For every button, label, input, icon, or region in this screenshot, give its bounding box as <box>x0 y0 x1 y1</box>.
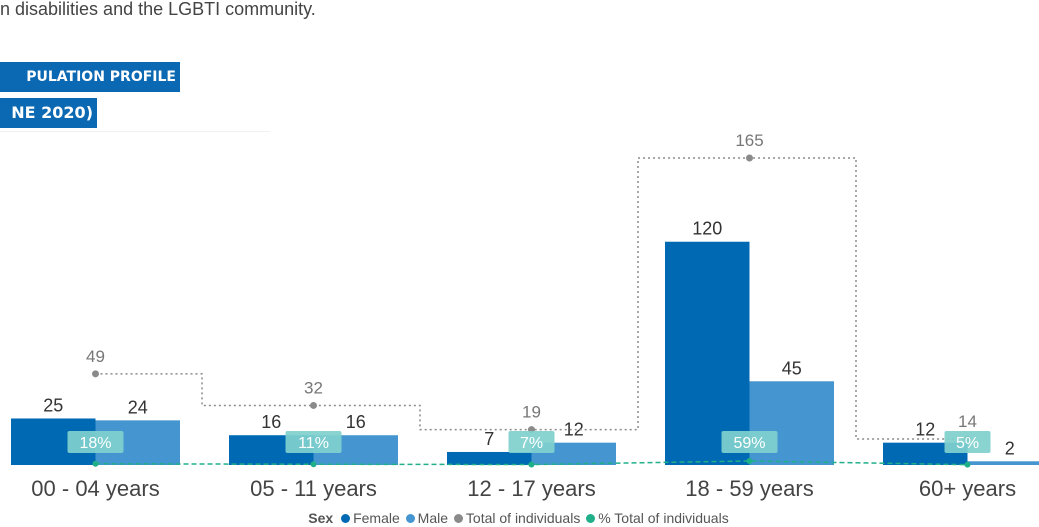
pct-label-bg <box>721 431 778 453</box>
pct-point <box>746 458 753 464</box>
population-profile-chart: 25 24 00 - 04 years 16 16 05 - 11 years 7 12 12 … <box>11 131 1039 501</box>
pct-data-label: 5% <box>956 435 979 452</box>
bar-value-label-female: 120 <box>692 219 722 239</box>
bar-value-label-female: 12 <box>915 420 935 440</box>
bar-value-label-male: 45 <box>782 358 802 378</box>
pct-label-bg <box>508 431 555 453</box>
legend-dot-total <box>453 514 463 523</box>
legend-label-male: Male <box>417 510 449 526</box>
total-value-label: 165 <box>735 131 763 150</box>
legend-label-total: Total of individuals <box>465 510 581 526</box>
x-axis-tick-label: 18 - 59 years <box>685 476 813 501</box>
intro-text: n disabilities and the LGBTI community. <box>0 0 316 19</box>
legend-item-male[interactable]: Male <box>405 510 449 526</box>
bar-value-label-female: 25 <box>43 395 63 415</box>
legend-item-pct-total[interactable]: % Total of individuals <box>586 510 729 526</box>
x-axis-tick-label: 05 - 11 years <box>250 476 377 501</box>
pct-point <box>964 461 971 468</box>
pct-data-label: 59% <box>733 435 765 452</box>
legend-label-pct-total: % Total of individuals <box>598 510 729 526</box>
pct-data-label: 18% <box>79 435 111 452</box>
total-value-label: 19 <box>522 403 541 422</box>
bar-value-label-female: 7 <box>484 429 494 449</box>
pct-point <box>92 460 99 467</box>
bar-value-label-male: 2 <box>1005 438 1015 458</box>
ribbon-divider <box>0 131 270 132</box>
pct-label-bg <box>285 431 342 453</box>
pct-point <box>528 461 535 468</box>
x-axis-tick-label: 60+ years <box>919 476 1016 501</box>
section-title-ribbon: PULATION PROFILE <box>0 62 180 92</box>
pct-label-bg <box>67 431 124 453</box>
bar-value-label-female: 16 <box>261 412 281 432</box>
bar-value-label-male: 24 <box>128 397 148 417</box>
bar-female <box>447 451 532 465</box>
total-point <box>746 154 753 162</box>
total-individuals-line <box>95 157 968 440</box>
bar-female <box>665 241 750 465</box>
total-value-label: 49 <box>86 347 105 366</box>
total-point <box>92 370 99 378</box>
pct-point <box>310 461 317 468</box>
legend-dot-pct-total <box>586 514 596 523</box>
chart-legend: Sex Female Male Total of individuals % T… <box>0 509 1039 527</box>
total-point <box>310 401 317 409</box>
x-axis-tick-label: 00 - 04 years <box>31 476 159 501</box>
total-value-label: 14 <box>958 412 977 431</box>
bar-value-label-male: 12 <box>564 420 584 440</box>
legend-dot-male <box>405 514 415 523</box>
legend-label-female: Female <box>353 510 400 526</box>
bar-value-label-male: 16 <box>346 412 366 432</box>
x-axis-tick-label: 12 - 17 years <box>467 476 595 501</box>
legend-item-total[interactable]: Total of individuals <box>453 510 581 526</box>
total-value-label: 32 <box>304 378 323 397</box>
legend-item-female[interactable]: Female <box>341 510 400 526</box>
pct-data-label: 11% <box>298 435 329 452</box>
legend-dot-female <box>341 514 351 523</box>
pct-data-label: 7% <box>520 435 543 452</box>
pct-label-bg <box>944 431 991 453</box>
section-subtitle-ribbon: NE 2020) <box>0 98 97 128</box>
legend-title: Sex <box>308 510 334 526</box>
bar-male <box>967 461 1039 465</box>
